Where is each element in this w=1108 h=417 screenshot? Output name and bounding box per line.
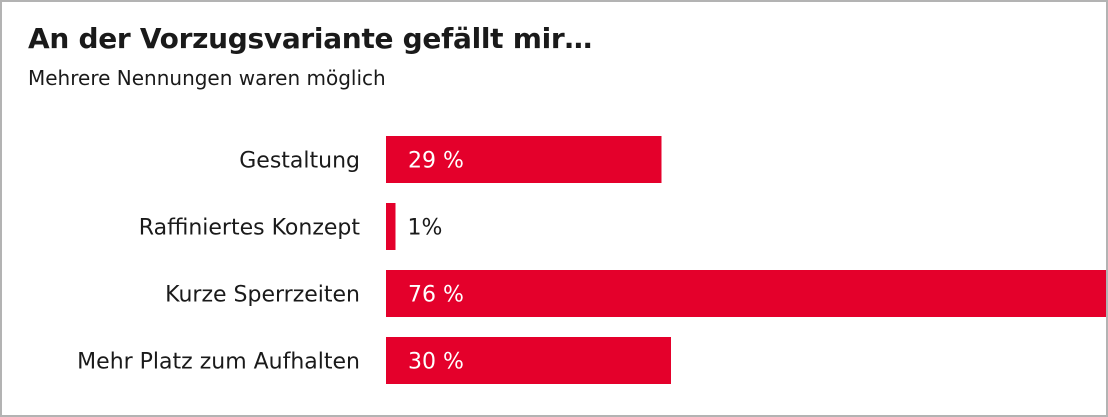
bar bbox=[386, 203, 396, 250]
chart-subtitle: Mehrere Nennungen waren möglich bbox=[28, 66, 386, 90]
category-label: Gestaltung bbox=[239, 149, 360, 174]
bar-row: Kurze Sperrzeiten 76 % bbox=[165, 270, 1106, 317]
value-label: 1% bbox=[408, 216, 443, 241]
chart-title: An der Vorzugsvariante gefällt mir… bbox=[28, 22, 593, 55]
bar bbox=[386, 136, 662, 183]
category-label: Raffiniertes Konzept bbox=[139, 216, 361, 241]
value-label: 76 % bbox=[408, 283, 464, 308]
bar-row: Raffiniertes Konzept 1% bbox=[139, 203, 443, 250]
bar-row: Mehr Platz zum Aufhalten 30 % bbox=[77, 337, 671, 384]
value-label: 29 % bbox=[408, 149, 464, 174]
bar bbox=[386, 337, 671, 384]
bar-row: Gestaltung 29 % bbox=[239, 136, 662, 183]
category-label: Mehr Platz zum Aufhalten bbox=[77, 350, 360, 375]
value-label: 30 % bbox=[408, 350, 464, 375]
category-label: Kurze Sperrzeiten bbox=[165, 283, 360, 308]
bar bbox=[386, 270, 1106, 317]
